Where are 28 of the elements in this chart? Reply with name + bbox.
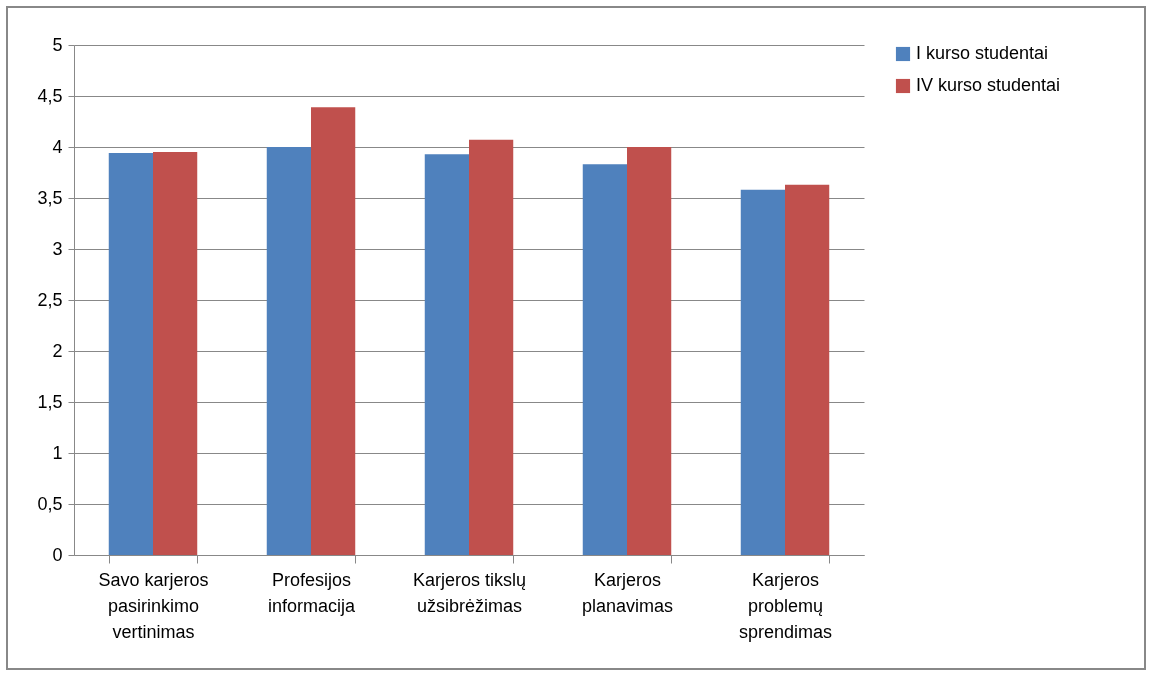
y-tick-label: 3,5 (37, 187, 63, 208)
x-tick-label: Karjeros tikslų užsibrėžimas (412, 569, 527, 616)
bar (627, 147, 672, 555)
bar (785, 184, 830, 555)
bar (740, 189, 785, 555)
y-tick-label: 3 (52, 238, 63, 259)
bar (424, 154, 469, 555)
x-tick-label: Savo karjeros pasirinkimo vertinimas (98, 569, 209, 642)
y-tick-label: 1 (52, 442, 63, 463)
y-tick-label: 4,5 (37, 85, 63, 106)
y-tick-label: 0,5 (37, 493, 63, 514)
y-tick-label: 2 (52, 340, 63, 361)
y-tick-label: 0 (52, 544, 63, 565)
bar (469, 139, 514, 555)
x-tick-label: Karjeros problemų sprendimas (738, 569, 833, 642)
x-tick-label: Karjeros planavimas (581, 569, 674, 616)
bar (582, 164, 627, 555)
legend-label: IV kurso studentai (916, 75, 1061, 95)
y-tick-label: 2,5 (37, 289, 63, 310)
bar (311, 107, 356, 555)
y-tick-label: 4 (52, 136, 63, 157)
bar (108, 153, 153, 555)
legend-label: I kurso studentai (916, 43, 1049, 63)
bar (153, 152, 198, 555)
bar (266, 147, 311, 555)
y-tick-label: 1,5 (37, 391, 63, 412)
y-tick-label: 5 (52, 34, 63, 55)
x-tick-label: Profesijos informacija (267, 569, 356, 616)
